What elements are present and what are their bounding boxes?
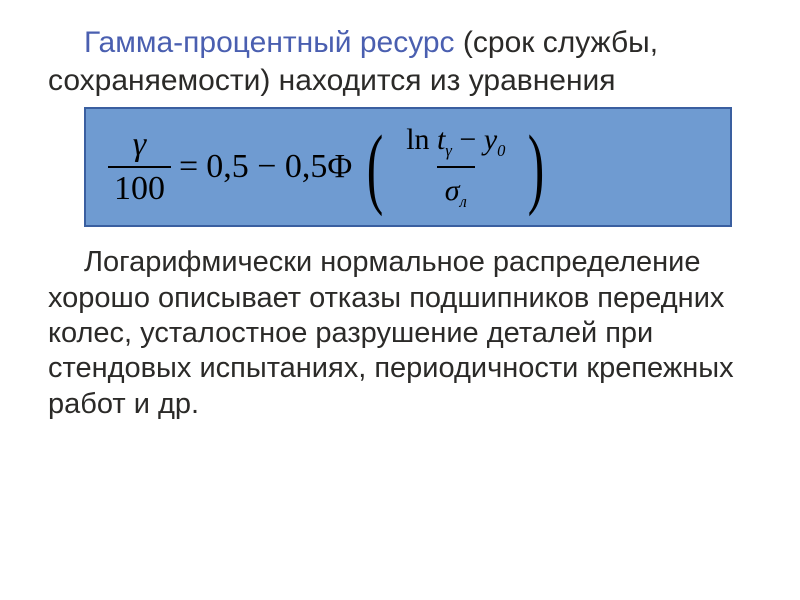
arg-y: y [484,123,497,156]
title-highlight: Гамма-процентный ресурс [84,26,455,59]
equals: = [179,148,198,186]
arg-num: ln tγ − y0 [398,123,513,166]
title-block: Гамма-процентный ресурс (срок службы, со… [48,24,768,99]
lhs-fraction: γ 100 [108,128,171,206]
rhs-const: 0,5 − 0,5Φ [206,148,352,186]
arg-sigma: σ [445,174,460,207]
arg-minus: − [452,123,484,156]
arg-fraction: ln tγ − y0 σл [398,123,513,211]
paren-right: ) [528,127,544,208]
arg-y-sub: 0 [497,141,505,160]
arg-sigma-sub: л [460,192,467,211]
formula-box: γ 100 = 0,5 − 0,5Φ ( ln tγ − y0 σл ) [84,107,732,227]
arg-ln: ln [406,123,437,156]
body-paragraph: Логарифмически нормальное распределение … [48,245,768,422]
lhs-num: γ [127,128,152,166]
arg-den: σл [437,166,475,211]
lhs-den: 100 [108,166,171,206]
formula: γ 100 = 0,5 − 0,5Φ ( ln tγ − y0 σл ) [108,123,551,211]
paren-left: ( [367,127,383,208]
